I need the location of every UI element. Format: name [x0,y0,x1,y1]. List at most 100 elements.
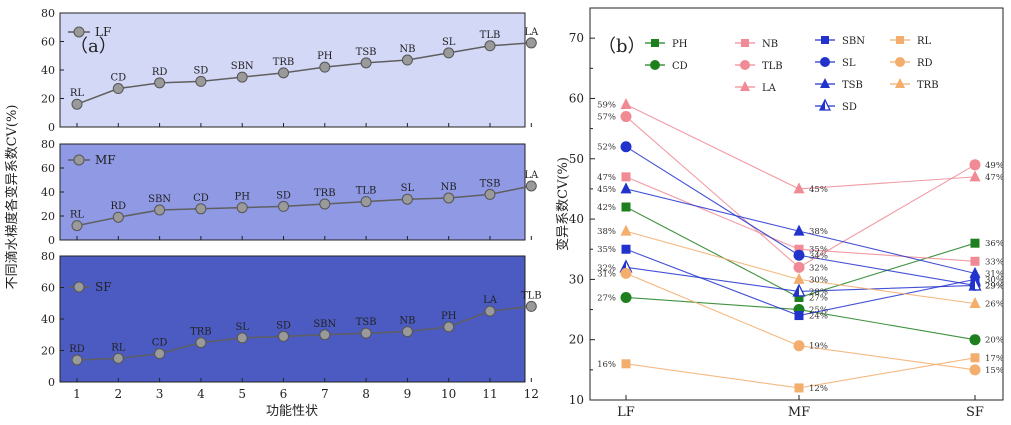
trait-label: TSB [480,178,501,189]
subplot-background [59,143,526,241]
trait-label: TLB [480,30,501,41]
data-label: 36% [985,239,1004,249]
data-label: 20% [985,336,1004,346]
trait-label: TLB [521,290,542,301]
data-point [794,244,804,254]
data-point [620,97,632,109]
data-point [360,196,372,208]
data-point [621,172,631,182]
data-point [793,182,805,194]
data-point [620,267,632,279]
data-point [112,211,124,223]
trait-label: TRB [190,327,212,338]
data-point [319,329,331,341]
data-point [794,311,804,321]
subplot-background [59,255,526,383]
data-point [793,340,805,352]
data-label: 26% [985,300,1004,310]
legend-label: PH [672,39,688,50]
y-tick-label: 20 [41,345,55,358]
marker-half [969,278,975,290]
trait-label: CD [110,73,126,84]
x-tick-label: 10 [441,387,456,401]
legend-item-TSB: TSB [815,78,863,91]
trait-label: TRB [314,188,336,199]
marker-half [793,284,799,296]
data-point [794,383,804,393]
trait-label: SBN [313,319,336,330]
legend-marker [820,78,830,88]
trait-label: RD [152,67,168,78]
y-tick-label: 20 [41,93,55,106]
trait-label: SD [276,190,291,201]
y-tick-label: 80 [41,7,55,20]
data-point [71,220,83,232]
trait-label: LA [524,27,539,38]
data-point [319,61,331,73]
data-point [793,249,805,261]
data-point [154,348,166,360]
x-tick-label: 4 [197,387,205,401]
y-tick-label: 60 [41,162,55,175]
x-tick-label: 7 [321,387,329,401]
trait-label: NB [441,182,457,193]
data-point [154,77,166,89]
legend-marker [818,98,832,111]
legend-marker [821,36,829,44]
legend-marker [73,26,85,38]
legend-label: LF [95,25,111,39]
data-point [278,67,289,79]
series-TSB: 45% 38% 31% [597,182,1004,279]
data-label: 35% [809,245,828,255]
data-label: 42% [597,203,616,213]
data-label: 47% [597,173,616,183]
data-label: 59% [597,100,616,110]
series-RD: 31% 19% 15% [597,267,1004,376]
x-tick-label: 8 [362,387,370,401]
data-point [969,297,981,309]
data-point [278,330,289,342]
y-tick-label: 40 [569,212,584,226]
data-label: 16% [597,360,616,370]
subplot-MF: 0 20 40 60 80 RL RD SBN CD PH SD TRB TLB SL NB TSB LA MF [41,138,539,247]
data-point [236,202,248,214]
trait-label: NB [399,316,415,327]
data-point [525,37,537,49]
x-tick-label: LF [617,405,635,420]
x-tick-label: 9 [404,387,412,401]
data-point [793,224,805,236]
x-tick-label: 2 [114,387,122,401]
series-CD: 27% 25% 20% [597,291,1004,346]
trait-label: TLB [356,186,377,197]
data-point [401,193,413,205]
y-tick-label: 0 [48,376,55,389]
legend-marker [73,281,85,293]
x-tick-label: 1 [73,387,81,401]
y-tick-label: 50 [569,152,584,166]
data-point [621,359,631,369]
trait-label: RL [111,342,126,353]
data-point [793,261,805,273]
y-tick-label: 80 [41,138,55,151]
legend-item-CD: CD [645,60,688,72]
legend-label: RL [917,36,932,47]
y-tick-label: 60 [41,36,55,49]
data-label: 32% [809,263,828,273]
data-label: 30% [985,275,1004,285]
legend-marker [651,39,659,47]
legend-label: CD [672,61,688,72]
series-RL: 16% 12% 17% [597,353,1004,394]
data-point [195,337,207,349]
data-point [154,204,166,216]
data-point [319,198,331,210]
legend-label: TRB [917,80,939,91]
series-TLB: 57% 32% 49% [597,111,1004,273]
data-point [443,47,455,59]
data-point [278,200,289,212]
x-tick-label: 3 [156,387,164,401]
data-label: 30% [809,275,828,285]
data-point [792,283,806,297]
data-point [620,141,632,153]
subplot-LF: 0 20 40 60 80 RL CD RD SD SBN TRB PH TSB NB SL TLB LA LF（… [41,7,539,134]
trait-label: SBN [231,61,254,72]
